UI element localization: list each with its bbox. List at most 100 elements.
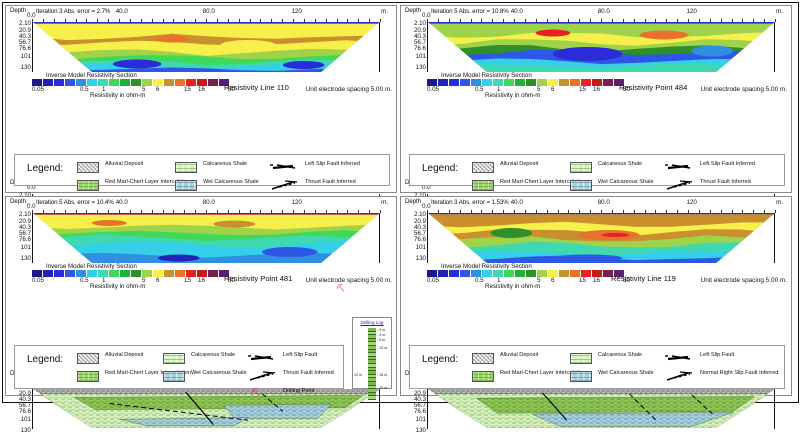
legend-item-label: Left Slip Fault (700, 352, 735, 358)
depth-tick-label: 101 (415, 243, 426, 251)
drilling-point-marker-icon: ⛏ (336, 285, 345, 292)
x-tick (119, 19, 120, 22)
depth-axis-title: Depth (405, 7, 422, 14)
colorbar-swatch (109, 79, 119, 86)
depth-tick-label: 130 (415, 63, 426, 71)
drilling-log-segment (368, 363, 376, 368)
x-tick (633, 19, 635, 22)
x-tick-label: 40.0 (115, 199, 128, 206)
red-marl-chert-swatch-icon (472, 180, 494, 191)
resistivity-colorbar (427, 79, 624, 86)
colorbar-swatch (449, 79, 459, 86)
x-tick (314, 210, 316, 213)
legend-item: Wet Calcareous Shale (175, 179, 290, 194)
x-tick (731, 19, 733, 22)
x-tick (622, 19, 624, 22)
colorbar-tick: 50 (228, 86, 235, 93)
colorbar-swatch (438, 79, 448, 86)
colorbar-swatch (482, 79, 492, 86)
x-tick (437, 210, 439, 213)
legend-item: Left Slip Fault (247, 352, 357, 367)
colorbar-tick: 1 (102, 86, 106, 93)
x-tick (568, 19, 570, 22)
resistivity-plot-area (32, 213, 380, 263)
x-tick (524, 19, 526, 22)
x-tick (293, 19, 294, 22)
x-tick (162, 210, 164, 213)
electrode-spacing-label: Unit electrode spacing 5.00 m. (700, 86, 787, 93)
x-tick (129, 210, 131, 213)
depth-tick-label: 2.10 (413, 191, 426, 199)
x-tick (64, 19, 66, 22)
legend-item: Red Marl-Chert Layer Intercalation (77, 370, 197, 385)
colorbar-swatch (131, 270, 141, 277)
x-tick (314, 19, 316, 22)
resistivity-section-bottom-left: Depth Iteration 5 Abs. error = 10.4% 0.0 40… (6, 197, 398, 290)
colorbar-swatch (570, 79, 580, 86)
x-tick (492, 19, 494, 22)
x-tick (336, 210, 338, 213)
x-tick (622, 210, 624, 213)
depth-tick-label: 130 (20, 254, 31, 262)
x-tick (238, 19, 240, 22)
x-tick (358, 19, 360, 22)
panel-top-right: Depth Iteration 5 Abs. error = 10.8% 0.0 40… (400, 5, 792, 243)
x-tick (459, 19, 461, 22)
legend-item-label: Red Marl-Chert Layer Intercalation (105, 179, 191, 185)
colorbar-tick: 16 (198, 86, 205, 93)
iteration-error-label: Iteration 3 Abs. error = 2.7% (36, 8, 111, 15)
colorbar-swatch (153, 79, 163, 86)
x-tick (249, 210, 251, 213)
colorbar-swatch (43, 79, 53, 86)
x-tick (271, 210, 273, 213)
legend-item-label: Alluvial Deposit (500, 161, 539, 167)
legend-item: Normal Right Slip Fault Inferred (664, 370, 778, 385)
x-tick (369, 210, 371, 213)
drilling-log-depth-label: - 3 m. (377, 333, 387, 337)
colorbar-swatch (197, 79, 207, 86)
x-tick (470, 210, 472, 213)
depth-tick-label: 20.9 (413, 389, 426, 397)
x-tick-label: 80.0 (202, 8, 215, 15)
x-tick-label: 120 (686, 199, 697, 206)
x-tick (427, 19, 428, 22)
legend-item-label: Red Marl-Chert Layer Intercalation (500, 370, 586, 376)
resistivity-colorbar (32, 270, 229, 277)
drilling-log-title: Drilling Log (360, 320, 384, 325)
x-tick (347, 19, 349, 22)
legend-item-label: Calcareous Shale (598, 161, 643, 167)
colorbar-tick: 6 (156, 86, 160, 93)
colorbar-tick: 1 (497, 86, 501, 93)
x-tick-label: 120 (291, 199, 302, 206)
depth-tick-label: 56.7 (413, 229, 426, 237)
drilling-log-depth-label: - 25 m. (377, 386, 389, 390)
depth-tick-label: 76.6 (413, 407, 426, 415)
depth-tick-label: 20.9 (413, 217, 426, 225)
colorbar-swatch (109, 270, 119, 277)
colorbar-swatch (219, 79, 229, 86)
x-tick (492, 210, 494, 213)
x-tick (448, 210, 450, 213)
geologic-plot-area (427, 385, 775, 429)
colorbar-swatch (142, 79, 152, 86)
colorbar-title: Inverse Model Resistivity Section (441, 263, 532, 270)
legend-item-label: Thrust Fault Inferred (283, 370, 334, 376)
depth-tick-label: 40.3 (413, 395, 426, 403)
x-tick (688, 19, 689, 22)
legend-item-label: Left Slip Fault Inferred (305, 161, 361, 167)
colorbar-tick: 5 (142, 86, 146, 93)
legend-item: Wet Calcareous Shale (163, 370, 278, 385)
colorbar-unit-label: Resistivity in ohm-m (90, 92, 146, 99)
depth-tick-label: 20.9 (18, 217, 31, 225)
colorbar-tick: 0.05 (427, 86, 440, 93)
x-tick (753, 19, 755, 22)
x-tick (764, 210, 766, 213)
colorbar-swatch (537, 79, 547, 86)
colorbar-swatch (603, 79, 613, 86)
x-tick-label: 40.0 (510, 199, 523, 206)
legend-item: Red Marl-Chert Layer Intercalation (472, 179, 592, 194)
depth-tick-label: 101 (20, 415, 31, 423)
x-tick (481, 210, 483, 213)
colorbar-swatch (548, 79, 558, 86)
